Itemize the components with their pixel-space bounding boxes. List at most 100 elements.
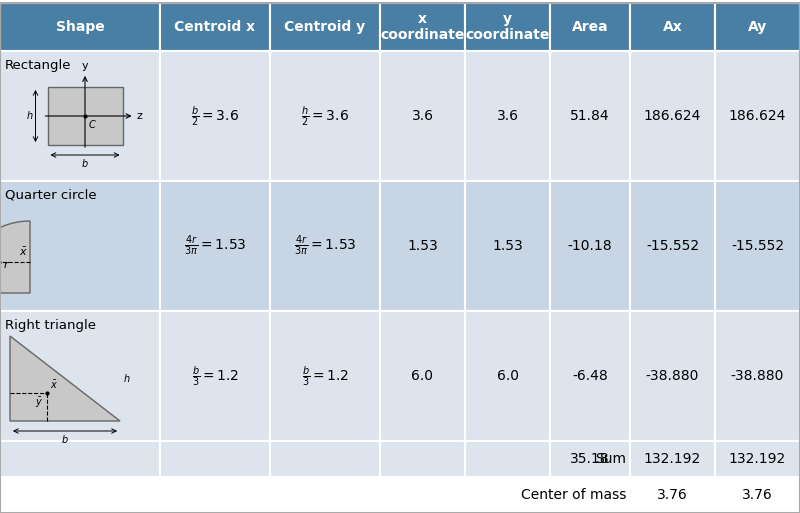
Text: b: b — [82, 159, 88, 169]
Bar — [160, 311, 270, 441]
Bar — [270, 3, 380, 51]
Text: Rectangle: Rectangle — [5, 59, 71, 72]
Bar — [465, 3, 550, 51]
Polygon shape — [0, 221, 30, 293]
Bar — [0, 441, 160, 477]
Bar — [715, 181, 800, 311]
Bar — [630, 477, 715, 513]
Bar — [715, 441, 800, 477]
Polygon shape — [10, 336, 120, 421]
Text: h: h — [124, 373, 130, 384]
Bar — [380, 477, 465, 513]
Bar — [270, 441, 380, 477]
Text: 3.76: 3.76 — [657, 488, 688, 502]
Bar — [380, 3, 465, 51]
Bar — [630, 3, 715, 51]
Text: h: h — [26, 111, 33, 121]
Text: 3.76: 3.76 — [742, 488, 773, 502]
Text: 35.18: 35.18 — [570, 452, 610, 466]
Text: 132.192: 132.192 — [644, 452, 701, 466]
Text: $\frac{h}{2} = 3.6$: $\frac{h}{2} = 3.6$ — [301, 104, 349, 128]
Text: 6.0: 6.0 — [497, 369, 518, 383]
Bar — [630, 181, 715, 311]
Text: 186.624: 186.624 — [729, 109, 786, 123]
Bar — [550, 441, 630, 477]
Text: 1.53: 1.53 — [492, 239, 523, 253]
Bar — [0, 51, 160, 181]
Bar — [380, 311, 465, 441]
Bar — [630, 51, 715, 181]
Bar — [160, 51, 270, 181]
Text: Shape: Shape — [56, 20, 104, 34]
Bar — [465, 311, 550, 441]
Bar — [0, 3, 160, 51]
Bar — [270, 477, 380, 513]
Text: 3.6: 3.6 — [411, 109, 434, 123]
Bar — [465, 477, 550, 513]
Text: y: y — [82, 61, 88, 71]
Bar — [715, 311, 800, 441]
Text: 1.53: 1.53 — [407, 239, 438, 253]
Text: Sum: Sum — [595, 452, 626, 466]
Text: $\frac{b}{3} = 1.2$: $\frac{b}{3} = 1.2$ — [191, 364, 238, 388]
Text: -15.552: -15.552 — [731, 239, 784, 253]
Bar — [550, 181, 630, 311]
Bar — [465, 181, 550, 311]
Text: b: b — [62, 435, 68, 445]
Bar — [550, 3, 630, 51]
Text: z: z — [137, 111, 142, 121]
Text: $\frac{b}{2} = 3.6$: $\frac{b}{2} = 3.6$ — [191, 104, 239, 128]
Bar — [0, 181, 160, 311]
Bar — [465, 51, 550, 181]
Text: 132.192: 132.192 — [729, 452, 786, 466]
Bar — [715, 51, 800, 181]
Text: -10.18: -10.18 — [568, 239, 612, 253]
Bar — [380, 181, 465, 311]
Text: Centroid x: Centroid x — [174, 20, 255, 34]
Bar — [160, 477, 270, 513]
Text: -6.48: -6.48 — [572, 369, 608, 383]
Text: -38.880: -38.880 — [731, 369, 784, 383]
Text: C: C — [89, 120, 96, 130]
Text: $\bar{x}$: $\bar{x}$ — [19, 246, 28, 259]
Text: r: r — [4, 260, 9, 270]
Bar — [465, 441, 550, 477]
Bar — [160, 3, 270, 51]
Bar — [550, 477, 630, 513]
Text: Right triangle: Right triangle — [5, 319, 96, 332]
Text: $\bar{x}$: $\bar{x}$ — [50, 379, 58, 391]
Bar — [715, 477, 800, 513]
Bar — [270, 181, 380, 311]
Bar — [0, 311, 160, 441]
Bar — [380, 441, 465, 477]
Text: $\frac{4r}{3\pi} = 1.53$: $\frac{4r}{3\pi} = 1.53$ — [184, 234, 246, 258]
Text: Area: Area — [572, 20, 608, 34]
Text: $\frac{b}{3} = 1.2$: $\frac{b}{3} = 1.2$ — [302, 364, 349, 388]
Text: Quarter circle: Quarter circle — [5, 189, 97, 202]
Bar — [715, 3, 800, 51]
Bar — [550, 51, 630, 181]
Text: y
coordinate: y coordinate — [466, 12, 550, 42]
Text: -38.880: -38.880 — [646, 369, 699, 383]
Bar — [630, 441, 715, 477]
Bar — [630, 311, 715, 441]
Bar — [380, 51, 465, 181]
Bar — [0, 477, 160, 513]
Text: $\frac{4r}{3\pi} = 1.53$: $\frac{4r}{3\pi} = 1.53$ — [294, 234, 356, 258]
Text: Centroid y: Centroid y — [285, 20, 366, 34]
Bar — [270, 51, 380, 181]
Bar — [270, 311, 380, 441]
Text: 186.624: 186.624 — [644, 109, 701, 123]
Text: x
coordinate: x coordinate — [380, 12, 465, 42]
Bar — [160, 441, 270, 477]
Text: 6.0: 6.0 — [411, 369, 434, 383]
Text: 3.6: 3.6 — [497, 109, 518, 123]
Text: $\bar{y}$: $\bar{y}$ — [34, 396, 42, 410]
Bar — [47, 87, 122, 145]
Bar — [550, 311, 630, 441]
Text: 51.84: 51.84 — [570, 109, 610, 123]
Text: Ay: Ay — [748, 20, 767, 34]
Bar — [160, 181, 270, 311]
Text: Ax: Ax — [662, 20, 682, 34]
Text: -15.552: -15.552 — [646, 239, 699, 253]
